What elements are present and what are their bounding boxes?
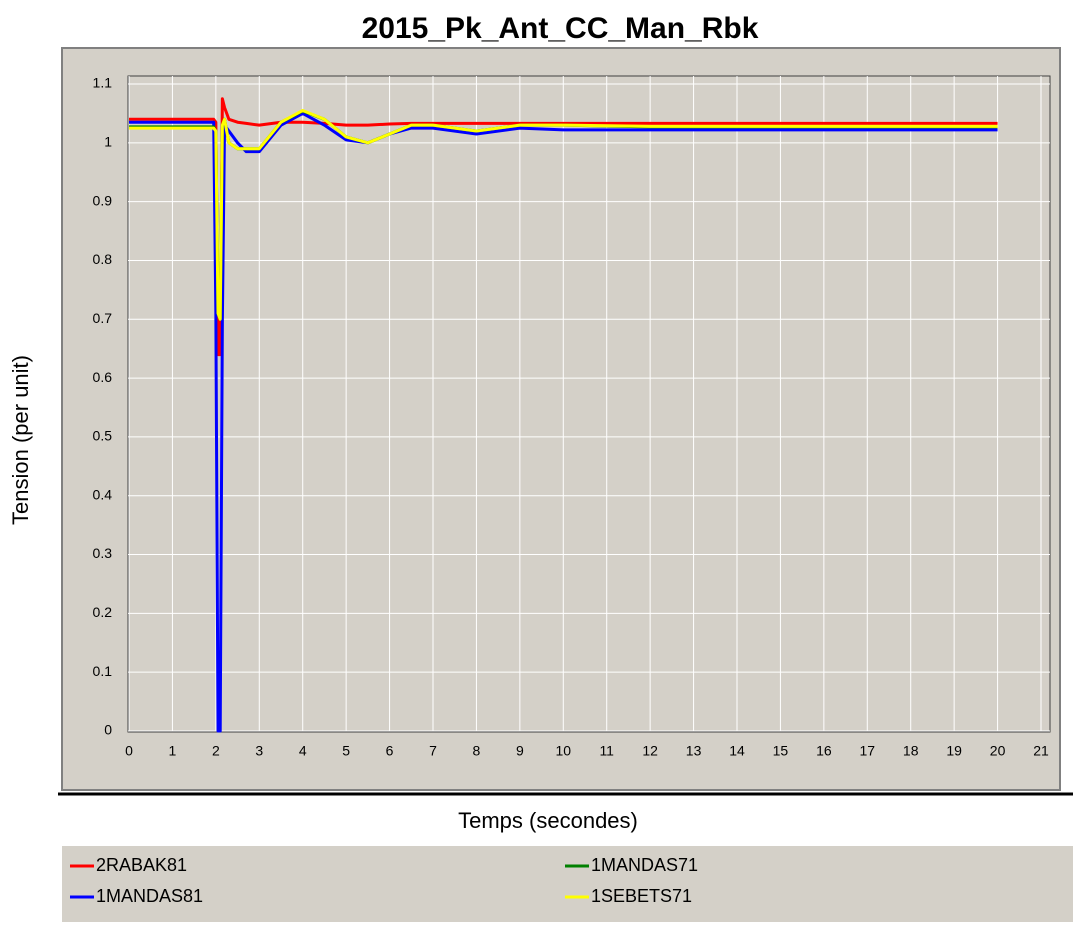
legend-box xyxy=(62,846,1073,922)
y-tick-label: 0.8 xyxy=(93,251,113,267)
legend-label: 1MANDAS81 xyxy=(96,886,203,906)
y-tick-label: 0.3 xyxy=(93,545,113,561)
y-tick-label: 0 xyxy=(104,722,112,738)
y-tick-label: 0.4 xyxy=(93,486,113,502)
x-tick-label: 15 xyxy=(773,743,789,759)
x-tick-label: 1 xyxy=(169,743,177,759)
y-tick-label: 1 xyxy=(104,134,112,150)
x-tick-label: 9 xyxy=(516,743,524,759)
y-axis-label: Tension (per unit) xyxy=(8,355,33,525)
y-tick-label: 0.2 xyxy=(93,604,113,620)
x-tick-label: 12 xyxy=(642,743,658,759)
x-axis-label: Temps (secondes) xyxy=(458,808,638,833)
x-tick-label: 8 xyxy=(473,743,481,759)
y-tick-label: 0.6 xyxy=(93,369,113,385)
plot-area xyxy=(127,75,1051,733)
y-tick-label: 0.5 xyxy=(93,428,113,444)
y-tick-label: 1.1 xyxy=(93,75,113,91)
y-tick-label: 0.1 xyxy=(93,663,113,679)
x-tick-label: 21 xyxy=(1033,743,1049,759)
y-tick-label: 0.9 xyxy=(93,192,113,208)
x-tick-label: 19 xyxy=(946,743,962,759)
series-line xyxy=(129,111,998,733)
series-line xyxy=(129,108,998,321)
x-tick-label: 5 xyxy=(342,743,350,759)
y-tick-label: 0.7 xyxy=(93,310,113,326)
x-tick-label: 16 xyxy=(816,743,832,759)
legend-label: 2RABAK81 xyxy=(96,855,187,875)
x-tick-label: 7 xyxy=(429,743,437,759)
x-tick-label: 4 xyxy=(299,743,307,759)
x-tick-label: 18 xyxy=(903,743,919,759)
x-tick-label: 10 xyxy=(555,743,571,759)
chart-title: 2015_Pk_Ant_CC_Man_Rbk xyxy=(362,12,759,45)
x-tick-label: 14 xyxy=(729,743,745,759)
x-tick-label: 6 xyxy=(386,743,394,759)
x-tick-label: 3 xyxy=(255,743,263,759)
x-tick-label: 20 xyxy=(990,743,1006,759)
x-tick-label: 0 xyxy=(125,743,133,759)
x-tick-label: 13 xyxy=(686,743,702,759)
x-tick-label: 17 xyxy=(859,743,875,759)
x-tick-label: 11 xyxy=(599,743,614,759)
legend-label: 1SEBETS71 xyxy=(591,886,692,906)
legend-label: 1MANDAS71 xyxy=(591,855,698,875)
x-tick-label: 2 xyxy=(212,743,220,759)
